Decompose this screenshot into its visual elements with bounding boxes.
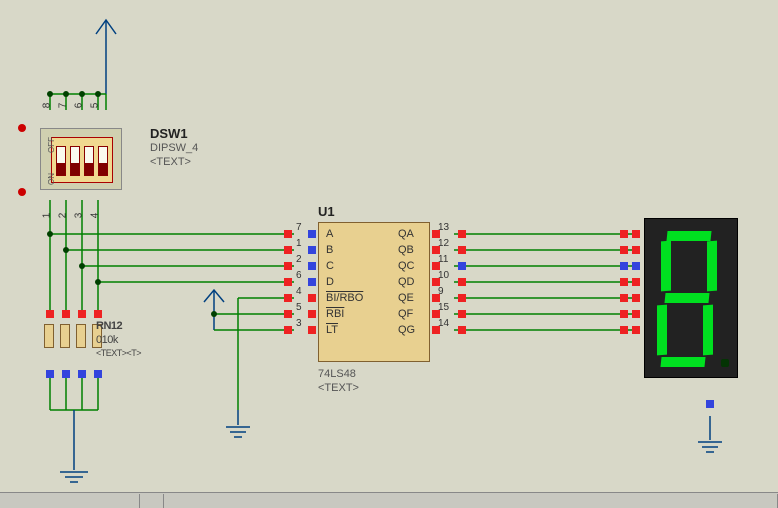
- dip-body: [51, 137, 113, 183]
- dip-pin-6: 6: [73, 103, 84, 109]
- dip-off-label: OFF: [47, 137, 56, 153]
- ic-ref-label: U1: [318, 204, 335, 219]
- dip-pin-1: 1: [41, 213, 52, 219]
- ic-part-label: 74LS48: [318, 368, 356, 380]
- schematic-canvas: OFF ON 8 7 6 5 1 2 3 4 DSW1 DIPSW_4 <TEX…: [0, 0, 778, 508]
- pad: [308, 230, 316, 238]
- resnet-val-label: 010k: [96, 334, 118, 346]
- dip-pin-5: 5: [89, 103, 100, 109]
- dip-ref-label: DSW1: [150, 126, 188, 141]
- dip-on-label: ON: [47, 173, 56, 185]
- status-bar: [0, 492, 778, 508]
- seven-segment-display[interactable]: [644, 218, 738, 378]
- dip-pin-4: 4: [89, 213, 100, 219]
- dip-pin-7: 7: [57, 103, 68, 109]
- resnet-text-label: <TEXT><T>: [96, 348, 141, 358]
- dip-switch-dsw1[interactable]: OFF ON: [40, 128, 122, 190]
- dip-text-label: <TEXT>: [150, 156, 191, 168]
- dip-pin-8: 8: [41, 103, 52, 109]
- resnet-ref-label: RN12: [96, 320, 122, 332]
- sevenseg-gnd-pad: [706, 400, 714, 408]
- dip-pin-2: 2: [57, 213, 68, 219]
- dip-part-label: DIPSW_4: [150, 142, 198, 154]
- pad: [284, 230, 292, 238]
- ic-text-label: <TEXT>: [318, 382, 359, 394]
- dip-pin-3: 3: [73, 213, 84, 219]
